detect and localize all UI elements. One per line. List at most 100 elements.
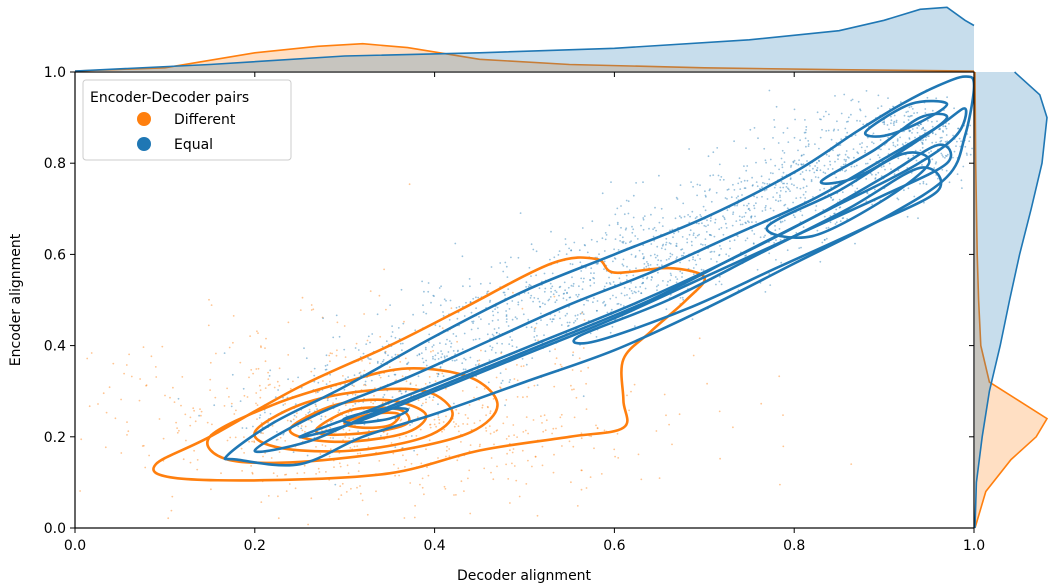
scatter-point [887, 97, 889, 99]
scatter-point [856, 187, 859, 190]
scatter-point [690, 181, 692, 184]
scatter-point [603, 429, 606, 432]
scatter-point [130, 375, 133, 378]
scatter-point [682, 298, 685, 301]
scatter-point [632, 216, 635, 219]
scatter-point [905, 111, 908, 114]
scatter-point [726, 198, 728, 200]
scatter-point [194, 420, 197, 423]
scatter-point [919, 123, 922, 126]
scatter-point [341, 482, 344, 485]
scatter-point [349, 446, 352, 449]
scatter-point [272, 472, 275, 475]
plot-frame [74, 71, 975, 529]
scatter-point [308, 410, 311, 413]
scatter-point [691, 210, 694, 213]
scatter-point [875, 173, 877, 176]
scatter-point [760, 402, 763, 405]
scatter-point [448, 455, 451, 457]
scatter-point [779, 186, 782, 189]
scatter-point [581, 469, 583, 472]
scatter-point [799, 196, 802, 199]
scatter-point [277, 389, 279, 391]
scatter-point [493, 443, 495, 446]
scatter-point [922, 127, 925, 130]
scatter-point [295, 416, 298, 418]
scatter-point [969, 124, 972, 127]
scatter-point [764, 159, 767, 162]
scatter-point [665, 414, 667, 417]
scatter-point [696, 234, 699, 237]
scatter-point [846, 218, 848, 220]
scatter-point [439, 304, 442, 307]
scatter-point [850, 113, 852, 116]
scatter-point [80, 438, 83, 441]
scatter-point [226, 439, 229, 442]
scatter-point [888, 148, 890, 151]
scatter-point [841, 191, 844, 194]
scatter-point [249, 335, 252, 337]
scatter-point [859, 108, 861, 111]
scatter-point [772, 209, 775, 212]
scatter-point [763, 227, 766, 230]
scatter-point [554, 363, 557, 365]
scatter-point [542, 430, 545, 433]
scatter-point [397, 467, 400, 470]
scatter-point [551, 432, 553, 435]
scatter-point [232, 315, 235, 317]
scatter-point [440, 350, 442, 352]
scatter-point [246, 396, 249, 398]
scatter-point [944, 125, 947, 128]
scatter-point [655, 229, 657, 232]
scatter-point [496, 429, 499, 431]
scatter-point [409, 424, 411, 426]
scatter-point [627, 200, 630, 203]
scatter-point [686, 241, 689, 244]
scatter-point [887, 136, 889, 139]
scatter-point [541, 445, 544, 448]
scatter-point [640, 478, 643, 481]
scatter-point [427, 290, 430, 293]
scatter-point [625, 227, 628, 230]
scatter-point [573, 321, 575, 324]
scatter-point [658, 221, 661, 224]
scatter-point [924, 129, 927, 132]
scatter-point [334, 483, 337, 486]
scatter-point [306, 454, 309, 457]
scatter-point [429, 423, 432, 426]
scatter-point [609, 331, 612, 334]
scatter-point [526, 395, 528, 398]
scatter-point [753, 127, 756, 129]
scatter-point [277, 495, 279, 498]
scatter-point [874, 188, 876, 191]
scatter-point [401, 375, 404, 378]
scatter-point [531, 357, 534, 359]
scatter-point [741, 223, 744, 226]
scatter-point [747, 220, 749, 223]
scatter-point [512, 291, 514, 294]
scatter-point [571, 276, 573, 279]
scatter-point [380, 362, 383, 365]
scatter-point [504, 294, 506, 296]
scatter-point [527, 285, 530, 288]
scatter-point [805, 126, 808, 128]
scatter-point [573, 388, 575, 391]
scatter-point [437, 413, 440, 416]
scatter-point [442, 375, 445, 377]
scatter-point [828, 155, 830, 158]
scatter-point [576, 318, 579, 320]
scatter-point [848, 157, 850, 159]
scatter-point [831, 199, 834, 202]
scatter-point [358, 462, 361, 464]
scatter-point [177, 397, 180, 400]
scatter-point [755, 221, 757, 223]
scatter-point [469, 301, 472, 303]
scatter-point [486, 333, 489, 336]
scatter-point [271, 425, 274, 427]
scatter-point [587, 299, 589, 302]
scatter-point [420, 462, 423, 465]
scatter-point [509, 449, 511, 452]
scatter-point [415, 435, 418, 437]
scatter-point [180, 404, 182, 407]
scatter-point [581, 312, 583, 314]
